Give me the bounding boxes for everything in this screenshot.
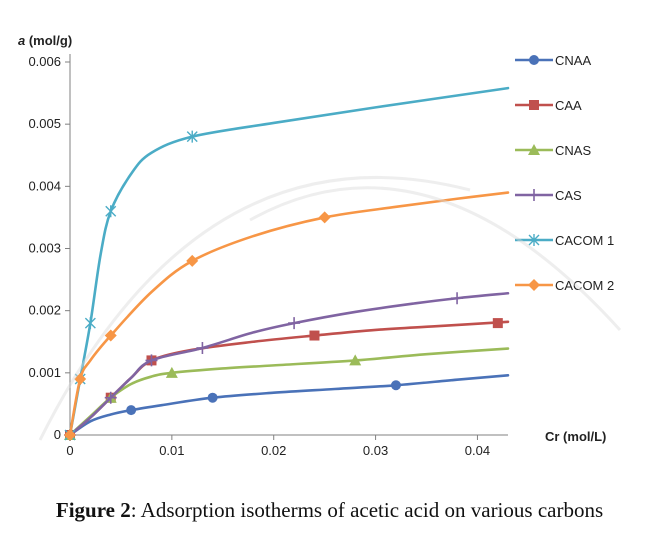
legend-marker-cacom-1 (528, 234, 540, 246)
x-tick-label: 0.04 (465, 443, 490, 458)
data-point-cnas (349, 354, 362, 366)
figure-caption-label: Figure 2 (55, 498, 131, 522)
y-axis-label: a (mol/g) (18, 33, 72, 48)
x-tick-label: 0.03 (363, 443, 388, 458)
data-point-cnas (165, 366, 178, 378)
legend-entry-cacom-2: CACOM 2 (515, 278, 614, 293)
series-line-cnaa (68, 374, 510, 437)
y-tick-label: 0.001 (28, 365, 61, 380)
series-line-cas (68, 291, 510, 437)
legend-label-cacom-1: CACOM 1 (555, 233, 614, 248)
data-point-cas (145, 354, 158, 367)
chart-legend: CNAA CAA CNAS CAS CACOM 1 CACOM 2 (515, 53, 614, 293)
legend-marker-cnaa (529, 55, 539, 65)
data-point-cacom-2 (186, 254, 199, 267)
data-point-cnaa (126, 405, 137, 416)
data-point-cas (288, 317, 301, 330)
y-tick-label: 0.003 (28, 241, 61, 256)
data-point-caa (492, 318, 503, 329)
y-tick-label: 0.006 (28, 54, 61, 69)
data-point-cacom-2 (74, 373, 87, 386)
legend-entry-cnas: CNAS (515, 143, 591, 158)
legend-entry-caa: CAA (515, 98, 582, 113)
legend-marker-cnas (528, 144, 540, 155)
x-tick-label: 0.01 (159, 443, 184, 458)
data-point-cacom-2 (318, 211, 331, 224)
chart: 0 0.001 0.002 0.003 0.004 0.005 0.006 0 0.01 0.02… (18, 33, 614, 458)
data-point-cacom-1 (105, 205, 117, 218)
legend-entry-cacom-1: CACOM 1 (515, 233, 614, 248)
series-cacom-1 (64, 86, 510, 441)
chart-axes: 0 0.001 0.002 0.003 0.004 0.005 0.006 0 0.01 0.02… (28, 54, 508, 458)
x-tick-label: 0.02 (261, 443, 286, 458)
data-point-cas (104, 391, 117, 404)
data-point-cacom-2 (104, 329, 117, 342)
data-point-cnaa (207, 392, 218, 403)
legend-entry-cas: CAS (515, 188, 582, 203)
series-line-caa (68, 320, 510, 437)
legend-entry-cnaa: CNAA (515, 53, 591, 68)
y-tick-label: 0.004 (28, 178, 61, 193)
y-tick-label: 0 (54, 427, 61, 442)
series-line-cacom-1 (68, 86, 510, 437)
series-cnas (64, 347, 510, 440)
legend-label-caa: CAA (555, 98, 582, 113)
data-point-cnaa (390, 380, 401, 391)
figure-caption: Figure 2: Adsorption isotherms of acetic… (0, 498, 659, 523)
legend-marker-cacom-2 (528, 279, 540, 291)
legend-label-cacom-2: CACOM 2 (555, 278, 614, 293)
series-cacom-2 (64, 191, 510, 441)
legend-marker-caa (529, 100, 539, 110)
legend-label-cnaa: CNAA (555, 53, 591, 68)
data-point-cacom-1 (186, 130, 198, 143)
legend-label-cas: CAS (555, 188, 582, 203)
chart-series-layer (64, 86, 510, 441)
data-point-cacom-1 (84, 317, 96, 330)
legend-label-cnas: CNAS (555, 143, 591, 158)
series-line-cacom-2 (68, 191, 510, 437)
data-point-caa (309, 330, 320, 341)
data-point-cas (451, 292, 464, 305)
x-axis-label: Cr (mol/L) (545, 429, 606, 444)
data-point-cacom-2 (64, 429, 76, 441)
legend-marker-cas (528, 189, 540, 201)
x-tick-label: 0 (66, 443, 73, 458)
y-axis-label-unit: (mol/g) (25, 33, 72, 48)
data-point-cas (196, 341, 209, 354)
y-tick-label: 0.002 (28, 303, 61, 318)
figure-caption-text: : Adsorption isotherms of acetic acid on… (130, 498, 604, 522)
y-tick-label: 0.005 (28, 116, 61, 131)
y-axis-label-variable: a (18, 33, 25, 48)
